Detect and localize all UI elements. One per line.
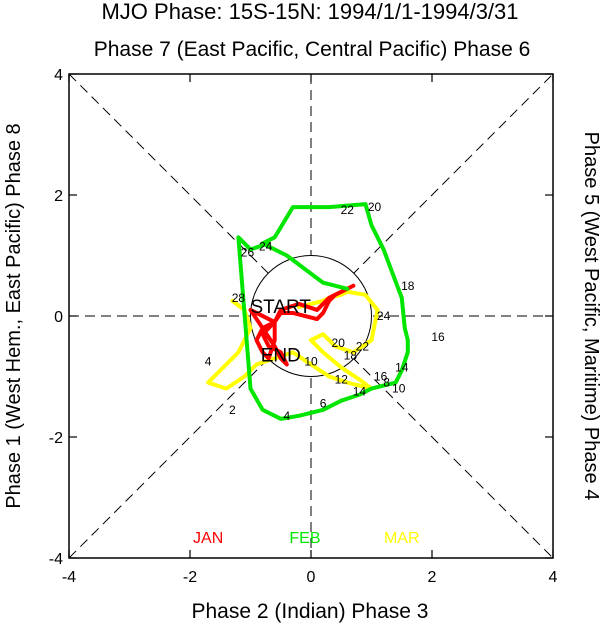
day-label: 16 xyxy=(431,330,445,344)
left-phase-label: Phase 1 (West Hem., East Pacific) Phase … xyxy=(3,123,25,508)
legend-feb: FEB xyxy=(289,530,320,547)
day-label: 28 xyxy=(232,291,246,305)
day-label: 12 xyxy=(335,373,349,387)
day-label: 8 xyxy=(383,376,390,390)
x-tick-label: -2 xyxy=(183,569,197,586)
legend-mar: MAR xyxy=(384,530,420,547)
day-label: 26 xyxy=(241,245,255,259)
chart-title: MJO Phase: 15S-15N: 1994/1/1-1994/3/31 xyxy=(101,0,518,24)
day-label: 20 xyxy=(332,336,346,350)
series-line-feb xyxy=(236,202,410,421)
day-label: 24 xyxy=(377,309,391,323)
day-label: 18 xyxy=(344,348,358,362)
x-tick-label: 2 xyxy=(428,569,437,586)
right-phase-label: Phase 5 (West Pacific, Maritime) Phase 4 xyxy=(580,132,602,501)
x-tick-label: 4 xyxy=(549,569,558,586)
y-tick-label: 0 xyxy=(54,309,63,326)
x-tick-label: 0 xyxy=(307,569,316,586)
end-label: END xyxy=(261,345,301,366)
y-tick-label: -2 xyxy=(49,430,63,447)
y-tick-label: -4 xyxy=(49,551,63,568)
y-tick-label: 2 xyxy=(54,188,63,205)
bottom-phase-label: Phase 2 (Indian) Phase 3 xyxy=(192,600,429,623)
day-label: 6 xyxy=(320,397,327,411)
day-label: 4 xyxy=(283,409,290,423)
day-label: 14 xyxy=(395,360,409,374)
day-label: 14 xyxy=(353,385,367,399)
x-tick-label: -4 xyxy=(62,569,76,586)
legend-jan: JAN xyxy=(193,530,223,547)
y-tick-label: 4 xyxy=(54,67,63,84)
series-line-mar xyxy=(206,289,380,391)
day-label: 2 xyxy=(229,403,236,417)
day-label: 22 xyxy=(341,203,355,217)
day-label: 22 xyxy=(356,339,370,353)
day-label: 18 xyxy=(401,279,415,293)
day-label: 10 xyxy=(304,354,318,368)
day-label: 20 xyxy=(368,200,382,214)
day-label: 24 xyxy=(259,239,273,253)
day-label: 16 xyxy=(374,370,388,384)
top-phase-label: Phase 7 (East Pacific, Central Pacific) … xyxy=(94,38,531,61)
start-label: START xyxy=(250,297,311,318)
day-label: 10 xyxy=(392,382,406,396)
day-label: 4 xyxy=(205,354,212,368)
series-line-jan xyxy=(248,283,356,367)
